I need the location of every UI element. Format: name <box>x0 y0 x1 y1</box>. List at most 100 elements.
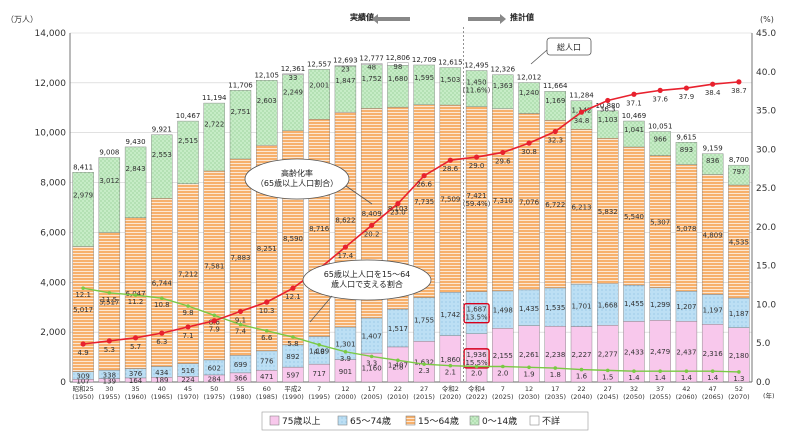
y-tick-left: 6,000 <box>40 228 66 238</box>
segment-value-label: 7,509 <box>440 196 460 204</box>
x-tick-era: 35 <box>131 385 139 393</box>
support-ratio-label: 4.8 <box>314 348 325 356</box>
x-tick-year: (1980) <box>230 393 252 401</box>
x-tick-era: 37 <box>656 385 664 393</box>
segment-value-label: 2,249 <box>283 88 303 96</box>
segment-value-label: 7,076 <box>519 199 540 207</box>
aging-rate-label: 32.3 <box>547 136 563 144</box>
segment-value-label: 7,212 <box>178 271 198 279</box>
aging-rate-label: 37.6 <box>652 95 668 103</box>
segment-value-label: 8,409 <box>362 210 382 218</box>
aging-rate-label: 12.1 <box>285 293 301 301</box>
support-ratio-point <box>369 354 374 359</box>
bar-stack: 717 1,109 8,716 2,001 12,557 <box>307 60 331 383</box>
support-ratio-label: 2.8 <box>392 363 403 371</box>
segment-value-label: 776 <box>260 358 274 366</box>
bar-stack: 2,238 1,535 6,722 1,169 11,664 <box>543 82 568 383</box>
x-tick-era: 12 <box>525 385 533 393</box>
legend-label: 0～14歳 <box>482 415 517 427</box>
y-axis-left-ticks: 0 2,000 4,000 6,000 8,000 10,000 12,000 14,000 <box>35 29 67 388</box>
support-ratio-label: 2.3 <box>419 367 430 375</box>
bar-segment <box>177 120 199 184</box>
support-ratio-label: 1.4 <box>628 374 640 382</box>
y-tick-left: 10,000 <box>35 129 67 139</box>
aging-rate-line <box>83 81 739 345</box>
x-tick-year: (2060) <box>676 393 698 401</box>
support-ratio-label: 7.4 <box>235 328 247 336</box>
support-ratio-label: 1.8 <box>550 371 561 379</box>
segment-value-label: 516 <box>181 367 195 375</box>
support-ratio-label: 2.1 <box>445 369 456 377</box>
segment-value-label: 1,450 (11.6%) <box>463 78 491 94</box>
segment-value-label: 434 <box>155 369 169 377</box>
support-ratio-point <box>632 369 636 373</box>
bar-segment <box>387 62 409 66</box>
aging-rate-point <box>657 87 663 93</box>
support-ratio-point <box>579 367 584 372</box>
segment-value-label: 2,603 <box>257 97 277 105</box>
aging-rate-point <box>683 85 690 91</box>
bar-total-label: 9,430 <box>126 138 146 146</box>
aging-rate-label: 38.7 <box>731 87 747 95</box>
support-ratio-point <box>501 364 505 369</box>
segment-value-label: 2,316 <box>703 350 724 358</box>
bar-total-label: 12,105 <box>254 71 279 79</box>
bar-total-label: 8,700 <box>729 156 749 164</box>
aging-rate-point <box>552 128 558 135</box>
support-ratio-point <box>212 313 217 318</box>
aging-rate-point <box>631 91 637 97</box>
aging-rate-point <box>342 244 349 250</box>
bar-stack: 2,155 1,498 7,310 1,363 12,326 <box>491 66 516 383</box>
support-ratio-label: 1.4 <box>707 374 719 382</box>
bar-segment <box>439 67 462 106</box>
bar-total-label: 11,284 <box>569 92 594 100</box>
y-tick-right: 40.0 <box>756 68 776 78</box>
segment-value-label: 1,455 <box>624 300 644 308</box>
segment-value-label: 5,078 <box>676 225 696 233</box>
bar-stack: 2,316 1,197 4,809 836 9,159 <box>701 145 724 383</box>
aging-rate-label: 6.3 <box>156 338 167 346</box>
segment-value-label: 6,744 <box>152 279 173 287</box>
x-tick-year: (2055) <box>649 393 671 401</box>
segment-value-label: 2,722 <box>204 120 224 128</box>
aging-rate-point <box>185 324 191 330</box>
x-tick-year: (2065) <box>702 393 724 401</box>
segment-value-label: 1,517 <box>388 325 408 333</box>
aging-rate-point <box>395 201 401 207</box>
legend-label: 15～64歳 <box>418 415 459 427</box>
segment-value-label: 717 <box>313 370 326 378</box>
segment-value-label: 2,180 <box>729 352 749 360</box>
aging-rate-label: 36.3 <box>600 105 616 113</box>
x-tick-year: (1950) <box>72 393 94 401</box>
bar-total-label: 12,693 <box>333 57 358 65</box>
aging-rate-label: 37.1 <box>626 99 642 107</box>
aging-rate-point <box>447 157 453 163</box>
aging-rate-point <box>369 222 375 228</box>
segment-value-label: 1,197 <box>703 306 723 314</box>
segment-value-label: 1,109 <box>309 347 329 355</box>
support-ratio-point <box>238 322 243 327</box>
x-tick-era: 32 <box>630 385 638 393</box>
segment-value-label: 7,421 (59.4%) <box>463 192 491 208</box>
segment-value-label: 699 <box>234 361 247 369</box>
x-tick-year: (2015) <box>413 393 435 401</box>
bar-total-label: 8,411 <box>73 163 93 171</box>
segment-value-label: 164 <box>129 377 143 385</box>
support-ratio-point <box>527 365 531 370</box>
support-ratio-label: 3.9 <box>340 355 351 363</box>
segment-value-label: 2,553 <box>152 151 172 159</box>
bar-total-label: 11,194 <box>202 94 227 102</box>
bar-segment <box>728 164 750 186</box>
segment-value-label: 1,498 <box>493 307 513 315</box>
support-ratio-point <box>160 296 164 301</box>
support-ratio-label: 5.8 <box>287 340 298 348</box>
segment-value-label: 1,860 <box>440 356 460 364</box>
